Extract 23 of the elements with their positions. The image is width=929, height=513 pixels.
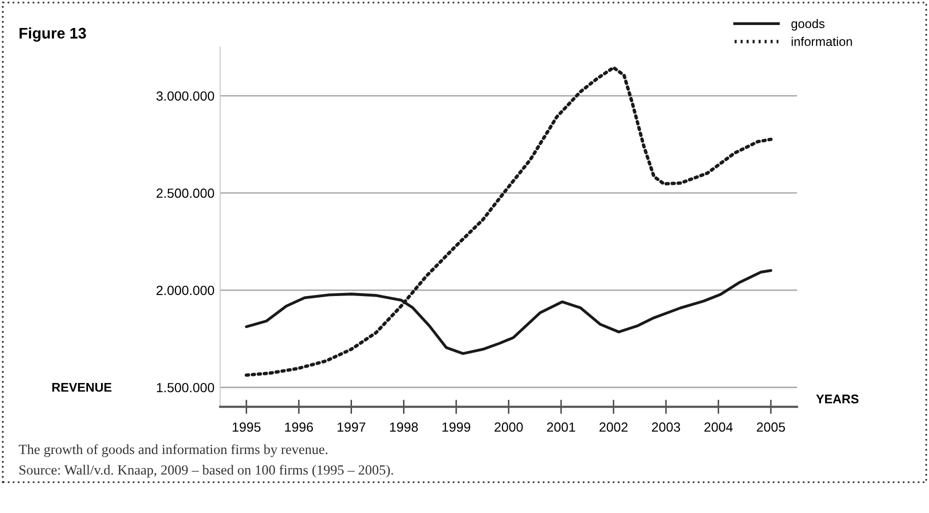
x-tick-label: 2003 — [652, 422, 680, 432]
x-tick-label: 1997 — [338, 422, 366, 432]
legend-label: information — [792, 36, 852, 46]
line-series — [244, 66, 773, 377]
y-tick-label: 2.000.000 — [156, 286, 214, 296]
x-tick-label: 2001 — [547, 422, 576, 432]
x-tick-label: 1998 — [390, 422, 418, 432]
y-tick-label: 1.500.000 — [156, 382, 214, 392]
y-tick-label: 2.500.000 — [156, 188, 214, 198]
source-note: Source: Wall/v.d. Knaap, 2009 – based on 100 firms (1995 – 2005). — [20, 464, 394, 478]
x-tick-label: 1995 — [232, 422, 261, 432]
text: Figure 13 — [20, 27, 86, 42]
x-tick-label: 2004 — [704, 422, 733, 432]
x-tick-label: 2000 — [494, 422, 523, 432]
y-axis-title: REVENUE — [52, 383, 112, 392]
text: The growth of goods and information firms by revenue. — [18, 444, 328, 457]
x-axis-title: YEARS — [816, 394, 859, 404]
y-tick-label: 3.000.000 — [156, 91, 214, 101]
legend-label: goods — [791, 18, 824, 31]
x-tick-label: 2002 — [600, 422, 628, 432]
x-tick-label: 2005 — [756, 422, 785, 432]
x-tick-label: 1999 — [442, 422, 470, 432]
x-tick-label: 1996 — [285, 422, 313, 432]
